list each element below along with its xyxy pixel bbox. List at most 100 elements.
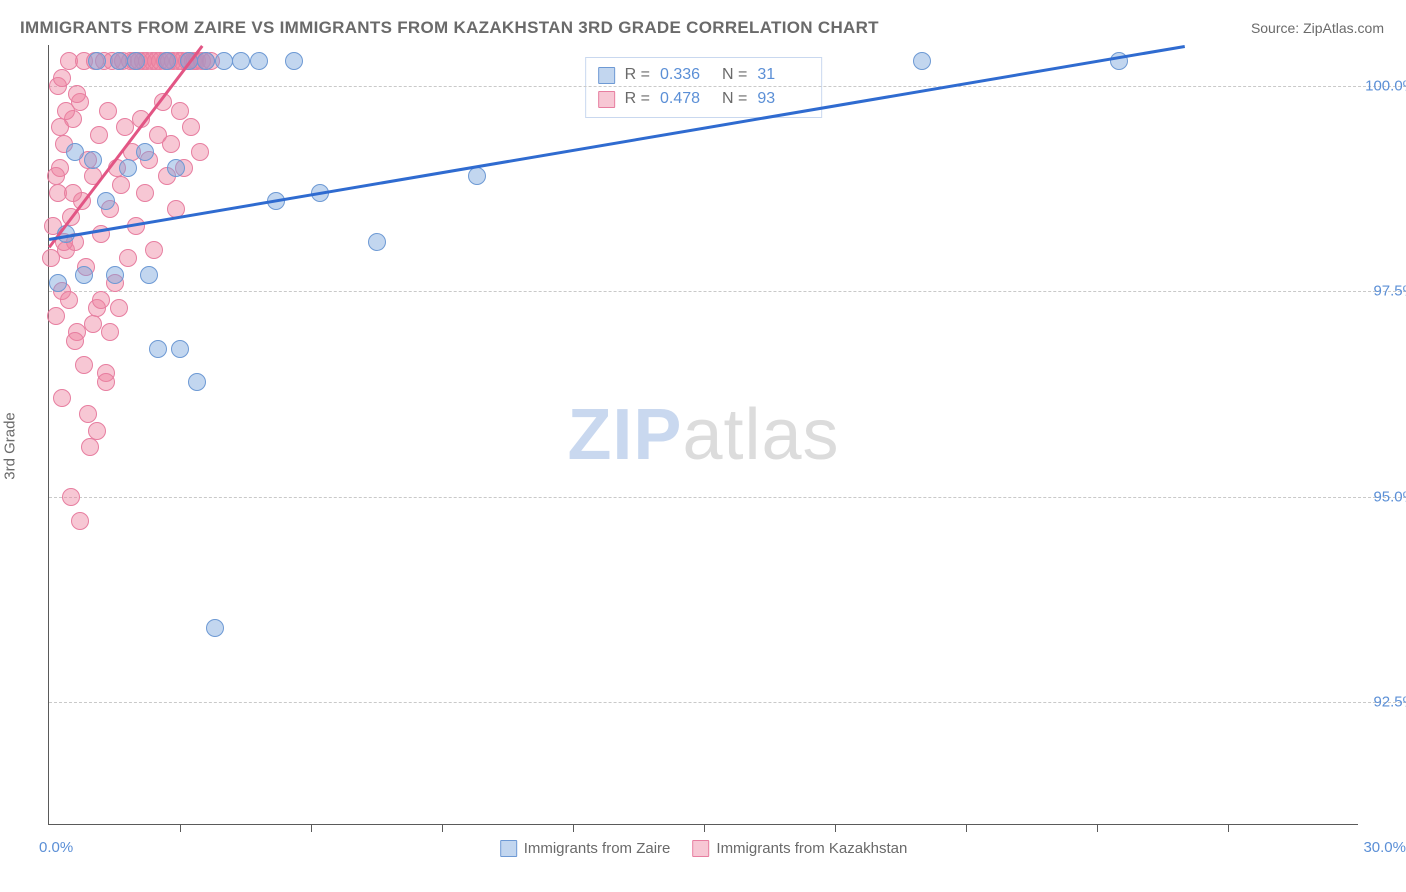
scatter-point-b [51, 118, 69, 136]
scatter-point-b [101, 323, 119, 341]
x-tick [1097, 824, 1098, 832]
scatter-point-a [250, 52, 268, 70]
x-tick [1228, 824, 1229, 832]
scatter-point-a [75, 266, 93, 284]
stats-r-value-a: 0.336 [660, 63, 712, 87]
scatter-point-b [53, 69, 71, 87]
scatter-point-b [136, 184, 154, 202]
source-label: Source: [1251, 20, 1303, 36]
y-axis-label: 3rd Grade [2, 412, 19, 480]
stats-n-value-a: 31 [757, 63, 809, 87]
scatter-point-b [90, 126, 108, 144]
scatter-point-b [112, 176, 130, 194]
scatter-point-b [119, 249, 137, 267]
stats-row-a: R = 0.336 N = 31 [598, 63, 810, 87]
stats-n-value-b: 93 [757, 87, 809, 111]
legend-swatch-b [692, 840, 709, 857]
x-tick [966, 824, 967, 832]
scatter-point-a [468, 167, 486, 185]
stats-row-b: R = 0.478 N = 93 [598, 87, 810, 111]
y-tick-label: 92.5% [1360, 693, 1406, 710]
legend: Immigrants from Zaire Immigrants from Ka… [500, 840, 908, 857]
scatter-point-a [49, 274, 67, 292]
x-axis-max-label: 30.0% [1363, 839, 1406, 856]
scatter-point-a [136, 143, 154, 161]
stats-r-label-b: R = [625, 87, 650, 111]
x-tick [704, 824, 705, 832]
scatter-point-a [232, 52, 250, 70]
x-tick [311, 824, 312, 832]
scatter-point-b [64, 184, 82, 202]
scatter-point-b [75, 356, 93, 374]
plot-area: ZIPatlas R = 0.336 N = 31 R = 0.478 N = … [48, 45, 1358, 825]
y-tick-label: 95.0% [1360, 488, 1406, 505]
legend-label-b: Immigrants from Kazakhstan [716, 840, 907, 857]
x-tick [573, 824, 574, 832]
scatter-point-b [145, 241, 163, 259]
scatter-point-a [167, 159, 185, 177]
scatter-point-b [97, 373, 115, 391]
scatter-point-b [47, 307, 65, 325]
scatter-point-a [197, 52, 215, 70]
chart-title: IMMIGRANTS FROM ZAIRE VS IMMIGRANTS FROM… [20, 18, 879, 38]
scatter-point-b [71, 512, 89, 530]
scatter-point-b [81, 438, 99, 456]
scatter-point-a [285, 52, 303, 70]
scatter-point-b [47, 167, 65, 185]
scatter-point-a [140, 266, 158, 284]
scatter-point-a [66, 143, 84, 161]
gridline [49, 702, 1406, 703]
scatter-point-b [62, 488, 80, 506]
watermark-atlas: atlas [682, 395, 839, 475]
scatter-point-a [158, 52, 176, 70]
scatter-point-a [110, 52, 128, 70]
y-tick-label: 97.5% [1360, 283, 1406, 300]
scatter-point-a [127, 52, 145, 70]
stats-r-value-b: 0.478 [660, 87, 712, 111]
scatter-point-b [99, 102, 117, 120]
scatter-point-b [53, 389, 71, 407]
scatter-point-b [191, 143, 209, 161]
x-tick [180, 824, 181, 832]
gridline [49, 497, 1406, 498]
legend-label-a: Immigrants from Zaire [524, 840, 671, 857]
scatter-point-b [162, 135, 180, 153]
watermark: ZIPatlas [567, 394, 839, 476]
stats-swatch-b [598, 91, 615, 108]
legend-item-b: Immigrants from Kazakhstan [692, 840, 907, 857]
scatter-point-a [88, 52, 106, 70]
scatter-point-a [106, 266, 124, 284]
gridline [49, 291, 1406, 292]
x-tick [835, 824, 836, 832]
source-link[interactable]: ZipAtlas.com [1303, 20, 1384, 36]
scatter-point-a [97, 192, 115, 210]
scatter-point-a [171, 340, 189, 358]
watermark-zip: ZIP [567, 395, 682, 475]
y-tick-label: 100.0% [1360, 78, 1406, 95]
gridline [49, 86, 1406, 87]
scatter-point-a [215, 52, 233, 70]
x-axis-min-label: 0.0% [39, 839, 73, 856]
stats-box: R = 0.336 N = 31 R = 0.478 N = 93 [585, 57, 823, 118]
stats-n-label-b: N = [722, 87, 747, 111]
source-citation: Source: ZipAtlas.com [1251, 20, 1384, 36]
scatter-point-b [66, 332, 84, 350]
scatter-point-b [60, 291, 78, 309]
scatter-point-a [913, 52, 931, 70]
scatter-point-a [368, 233, 386, 251]
scatter-point-b [92, 291, 110, 309]
scatter-point-b [110, 299, 128, 317]
stats-n-label-a: N = [722, 63, 747, 87]
scatter-point-b [84, 315, 102, 333]
legend-item-a: Immigrants from Zaire [500, 840, 671, 857]
scatter-point-a [206, 619, 224, 637]
stats-swatch-a [598, 67, 615, 84]
scatter-point-a [119, 159, 137, 177]
stats-r-label-a: R = [625, 63, 650, 87]
scatter-point-b [171, 102, 189, 120]
scatter-point-b [88, 422, 106, 440]
scatter-point-b [57, 102, 75, 120]
legend-swatch-a [500, 840, 517, 857]
scatter-point-a [84, 151, 102, 169]
scatter-point-b [68, 85, 86, 103]
